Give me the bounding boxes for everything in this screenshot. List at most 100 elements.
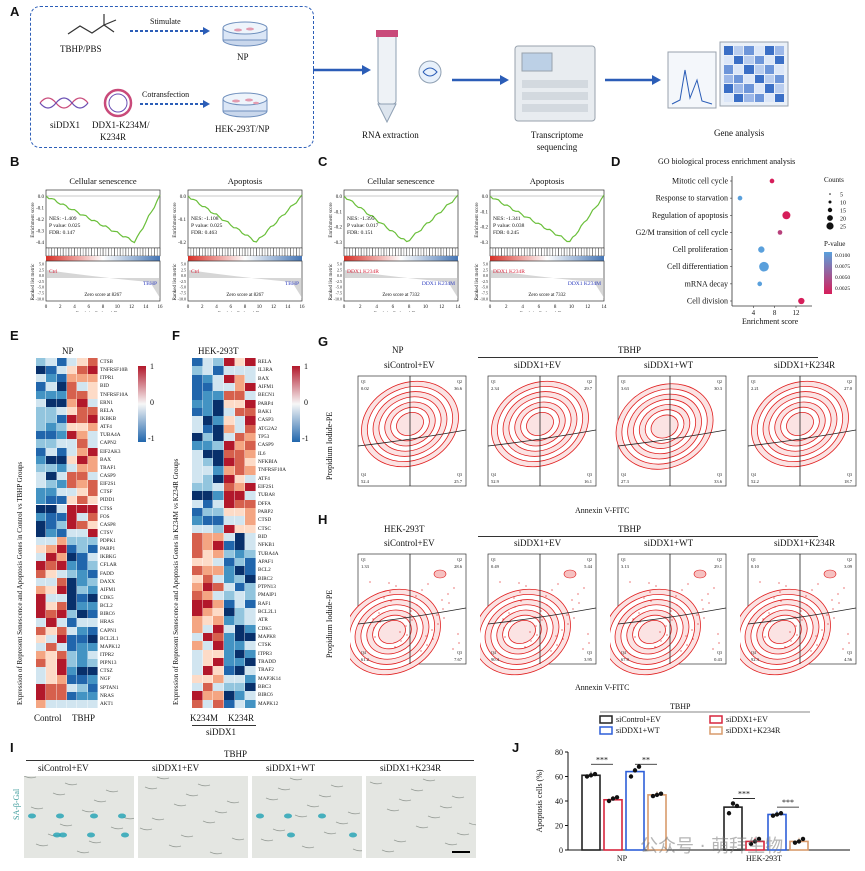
flow-dot bbox=[388, 582, 390, 584]
heatmap-cell bbox=[56, 553, 67, 562]
cotransfection-label: Cotransfection bbox=[142, 90, 190, 99]
heatmap-cell bbox=[234, 683, 246, 692]
flow-dot bbox=[378, 612, 380, 614]
heatmap-f-ylabel: Expression of Represent Senescence and A… bbox=[172, 458, 180, 705]
gene-label: EIF2S1 bbox=[100, 481, 116, 488]
flow-quadrant-name: Q1 bbox=[491, 379, 496, 384]
flow-quadrant-name: Q2 bbox=[457, 379, 462, 384]
heatmap-cell bbox=[192, 608, 203, 617]
heatmap-cell bbox=[224, 524, 235, 533]
cells-label: HEK-293T/NP bbox=[215, 124, 270, 134]
heatmap-row bbox=[192, 391, 257, 400]
heatmap-e-xlabel-tbhp: TBHP bbox=[72, 713, 96, 723]
sig-label: *** bbox=[596, 755, 608, 764]
gsea-es-tick: 0.0 bbox=[336, 195, 343, 200]
heatmap-cell bbox=[56, 520, 67, 529]
heatmap-cell bbox=[77, 610, 88, 619]
flow-quadrant-name: Q3 bbox=[847, 472, 852, 477]
flow-dot bbox=[561, 629, 563, 631]
heatmap-cell bbox=[46, 651, 57, 660]
bar bbox=[581, 774, 601, 851]
flow-quadrant-name: Q4 bbox=[361, 472, 366, 477]
heatmap-cell bbox=[77, 358, 88, 367]
flow-dot bbox=[529, 631, 531, 633]
go-xtick: 4 bbox=[752, 309, 756, 317]
flow-dot bbox=[400, 640, 402, 642]
go-category-label: mRNA decay bbox=[685, 279, 728, 288]
gene-label: ITPR3 bbox=[258, 650, 272, 657]
heatmap-cell bbox=[245, 683, 257, 692]
go-pvalue-label: P-value bbox=[824, 240, 845, 248]
heatmap-cell bbox=[46, 528, 57, 538]
micro-cell bbox=[289, 777, 303, 781]
flow-group-label: siDDX1+WT bbox=[644, 360, 694, 370]
heatmap-cell bbox=[56, 626, 67, 635]
gene-label: FADD bbox=[100, 570, 114, 577]
culture-dish-icon bbox=[222, 21, 268, 47]
heatmap-cell bbox=[224, 533, 235, 542]
micro-cell bbox=[410, 788, 424, 792]
heatmap-cell bbox=[213, 383, 225, 392]
heatmap-cell bbox=[77, 414, 88, 424]
heatmap-cell bbox=[87, 439, 98, 448]
flow-dot bbox=[427, 583, 429, 585]
flow-dot bbox=[457, 633, 459, 635]
heatmap-cell bbox=[66, 439, 78, 448]
go-category-label: Regulation of apoptosis bbox=[652, 211, 728, 220]
culture-dish-2-icon bbox=[222, 92, 268, 118]
gene-label: CASP3 bbox=[258, 417, 274, 424]
bar-point bbox=[748, 841, 754, 847]
bar-legend-swatch bbox=[709, 715, 723, 724]
micro-cell bbox=[456, 832, 470, 836]
heatmap-row bbox=[192, 483, 257, 492]
heatmap-row bbox=[36, 480, 98, 489]
heatmap-cell bbox=[213, 533, 225, 542]
heatmap-cell bbox=[56, 667, 67, 676]
flow-plot: Q1 3.13 Q2 29.1 Q3 0.43 Q4 67.0 bbox=[610, 553, 727, 676]
heatmap-row bbox=[36, 463, 98, 472]
heatmap-e-scale-bot: -1 bbox=[148, 434, 155, 443]
heatmap-cell bbox=[36, 414, 47, 424]
heatmap-cell bbox=[66, 414, 78, 424]
heatmap-row bbox=[192, 441, 257, 450]
heatmap-cell bbox=[213, 441, 225, 450]
gsea-rank-tick: -7.5 bbox=[180, 291, 186, 296]
heatmap-row bbox=[192, 533, 257, 542]
flow-gate-h bbox=[617, 429, 727, 447]
heatmap-cell bbox=[224, 424, 235, 433]
gsea-rank-tick: 2.5 bbox=[337, 267, 342, 272]
flow-dot bbox=[842, 648, 844, 650]
gene-label: RELA bbox=[258, 359, 272, 365]
flow-dot bbox=[696, 614, 698, 616]
flow-dot bbox=[697, 623, 699, 625]
micro-cell bbox=[306, 804, 320, 808]
heatmap-cell bbox=[245, 616, 257, 625]
flow-q2-value: 5.44 bbox=[584, 564, 593, 569]
heatmap-row bbox=[36, 406, 98, 415]
heatmap-f-scale-mid: 0 bbox=[304, 398, 308, 407]
flow-group-label: siDDX1+WT bbox=[644, 538, 694, 548]
micro-cell bbox=[139, 827, 153, 831]
flow-dot bbox=[644, 606, 646, 608]
gsea-es-tick: -0.2 bbox=[36, 218, 44, 223]
heatmap-cell bbox=[213, 499, 225, 508]
heatmap-cell bbox=[66, 699, 78, 708]
heatmap-cell bbox=[36, 431, 47, 440]
heatmap-cell bbox=[87, 585, 98, 595]
go-count-value: 5 bbox=[840, 193, 843, 199]
heatmap-row bbox=[36, 569, 98, 578]
flow-dot bbox=[838, 602, 840, 604]
flow-dot bbox=[795, 625, 797, 627]
gsea-x-tick: 10 bbox=[569, 305, 575, 310]
gene-label: CASP9 bbox=[258, 442, 274, 449]
heatmap-row bbox=[36, 488, 98, 497]
flow-dot bbox=[702, 608, 704, 610]
heatmap-row bbox=[192, 358, 257, 367]
flow-quadrant-name: Q3 bbox=[587, 472, 592, 477]
gsea-rank-tick: 5.0 bbox=[337, 262, 342, 267]
flow-dot bbox=[426, 644, 428, 646]
flow-dot bbox=[545, 595, 547, 597]
heatmap-row bbox=[192, 374, 257, 383]
micro-stained-cell bbox=[87, 832, 95, 838]
heatmap-cell bbox=[87, 480, 98, 489]
